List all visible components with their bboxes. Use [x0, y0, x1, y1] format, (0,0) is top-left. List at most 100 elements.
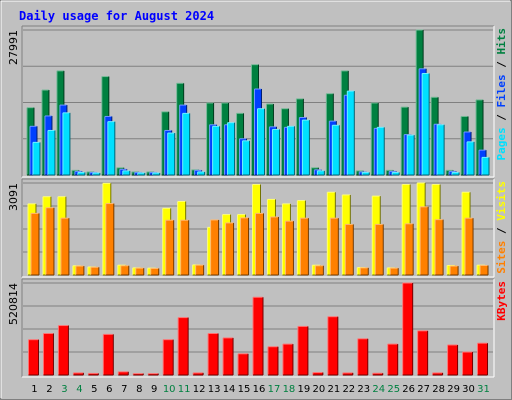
bar-pages-day-14 — [227, 122, 236, 176]
day-label: 13 — [208, 384, 221, 395]
bar-fill — [180, 220, 189, 275]
bar-fill — [137, 172, 145, 175]
bar-pages-day-27 — [421, 72, 430, 176]
bar-kbytes-day-18 — [282, 343, 294, 376]
bar-fill — [58, 325, 69, 375]
bar-sites-day-27 — [419, 206, 429, 276]
legend-entry: Files — [495, 74, 508, 107]
bar-fill — [405, 223, 414, 275]
bar-fill — [480, 265, 489, 275]
bar-sites-day-1 — [30, 212, 40, 276]
bar-pages-day-12 — [197, 171, 206, 176]
bar-fill — [476, 99, 484, 175]
bar-pages-day-26 — [406, 134, 415, 176]
bar-fill — [347, 91, 355, 175]
bar-fill — [223, 337, 234, 375]
bar-pages-day-3 — [62, 112, 71, 176]
bar-pages-day-21 — [331, 124, 340, 176]
bar-fill — [462, 352, 473, 375]
bar-fill — [422, 73, 430, 175]
bar-fill — [148, 373, 159, 375]
day-label: 6 — [106, 384, 112, 395]
day-label: 16 — [253, 384, 266, 395]
bar-sites-day-9 — [150, 267, 160, 276]
legend-entry: / — [495, 221, 508, 241]
bar-sites-day-21 — [329, 217, 339, 276]
bar-fill — [120, 265, 129, 275]
bar-kbytes-day-10 — [162, 339, 174, 376]
bar-fill — [392, 172, 400, 175]
bar-pages-day-9 — [152, 172, 161, 176]
bar-fill — [357, 338, 368, 375]
bar-fill — [287, 126, 295, 175]
bar-fill — [43, 333, 54, 375]
bar-sites-day-14 — [225, 222, 235, 276]
bar-sites-day-31 — [479, 264, 489, 276]
bar-pages-day-15 — [242, 140, 251, 176]
bar-kbytes-day-20 — [312, 372, 324, 376]
bar-pages-day-17 — [271, 128, 280, 176]
legend-entry: Pages — [495, 127, 508, 160]
day-label: 3 — [61, 384, 67, 395]
bar-fill — [387, 344, 398, 375]
bar-kbytes-day-9 — [147, 373, 159, 376]
bar-fill — [240, 217, 249, 275]
bar-sites-day-2 — [45, 207, 55, 276]
bar-fill — [135, 268, 144, 275]
day-label: 22 — [342, 384, 355, 395]
panel-requests: 27991 Pages / Files / Hits — [7, 25, 508, 178]
bar-fill — [195, 265, 204, 275]
panel-visits: 3091 Sites / Visits — [7, 178, 508, 278]
bar-fill — [73, 372, 84, 375]
legend-entry: / — [495, 55, 508, 75]
day-label: 28 — [432, 384, 445, 395]
axis-max-label: 3091 — [7, 183, 20, 211]
bar-kbytes-day-22 — [342, 372, 354, 376]
bar-fill — [342, 372, 353, 375]
bar-kbytes-day-12 — [192, 372, 204, 376]
day-label: 31 — [477, 384, 490, 395]
bar-sites-day-23 — [359, 267, 369, 276]
bar-kbytes-day-16 — [252, 296, 264, 376]
bar-fill — [402, 283, 413, 375]
bar-sites-day-30 — [464, 217, 474, 276]
series-legend: Sites / Visits — [495, 181, 508, 274]
bar-fill — [178, 317, 189, 375]
series-legend: KBytes — [495, 281, 508, 321]
bar-fill — [163, 339, 174, 375]
bar-pages-day-30 — [466, 141, 475, 176]
bar-fill — [332, 125, 340, 175]
bar-pages-day-29 — [451, 171, 460, 176]
day-label: 8 — [136, 384, 142, 395]
bar-kbytes-day-25 — [387, 343, 399, 376]
bar-fill — [227, 122, 235, 175]
bar-fill — [315, 265, 324, 275]
bar-pages-day-10 — [167, 132, 176, 176]
day-label: 1 — [31, 384, 37, 395]
series-legend: Pages / Files / Hits — [495, 28, 508, 161]
bar-sites-day-6 — [105, 203, 115, 276]
bar-kbytes-day-8 — [132, 373, 144, 376]
bar-pages-day-5 — [92, 172, 101, 176]
bar-fill — [193, 372, 204, 375]
bar-kbytes-day-2 — [42, 332, 54, 376]
bar-fill — [362, 172, 370, 175]
bar-kbytes-day-14 — [222, 337, 234, 376]
bar-sites-day-5 — [90, 266, 100, 276]
bar-fill — [390, 268, 399, 275]
bar-fill — [360, 267, 369, 275]
bar-pages-day-18 — [286, 125, 295, 176]
bar-kbytes-day-7 — [117, 371, 129, 376]
day-label: 18 — [283, 384, 296, 395]
bar-fill — [210, 219, 219, 275]
bar-fill — [467, 141, 475, 175]
day-label: 19 — [298, 384, 311, 395]
bar-fill — [300, 218, 309, 275]
bar-kbytes-day-19 — [297, 325, 309, 376]
day-label: 26 — [402, 384, 415, 395]
bar-fill — [133, 373, 144, 375]
bar-fill — [212, 126, 220, 175]
day-label: 29 — [447, 384, 460, 395]
bar-kbytes-day-6 — [102, 333, 114, 376]
day-label: 14 — [223, 384, 236, 395]
